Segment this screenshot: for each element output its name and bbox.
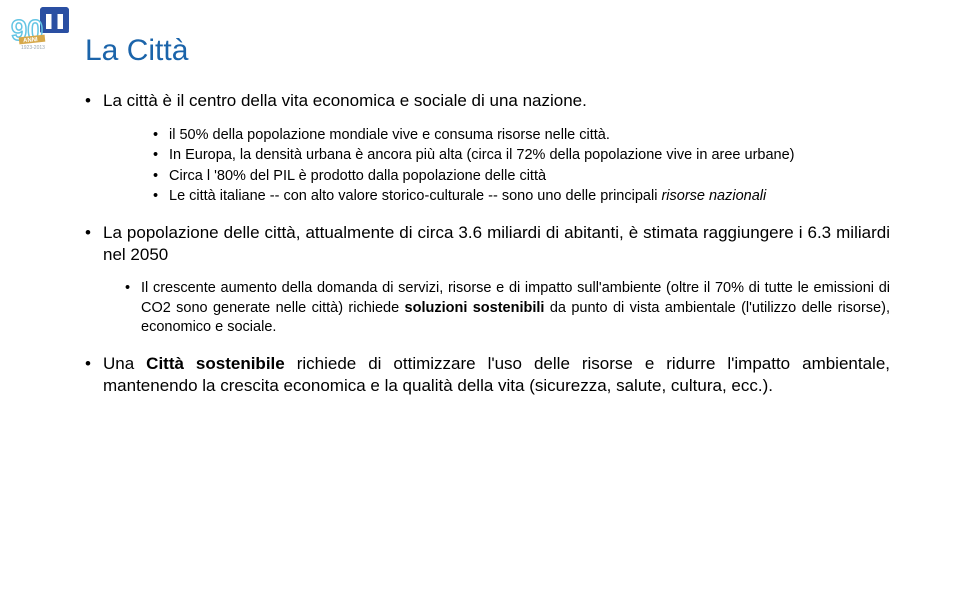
text-fragment: Le città italiane -- con alto valore sto… (169, 188, 661, 204)
bullet-l2: • In Europa, la densità urbana è ancora … (153, 146, 890, 165)
bullet-dot-icon: • (153, 146, 169, 165)
text-fragment: Una (103, 354, 146, 373)
bullet-l2: • Le città italiane -- con alto valore s… (153, 187, 890, 206)
bullet-dot-icon: • (85, 222, 103, 244)
bullet-text: La popolazione delle città, attualmente … (103, 222, 890, 266)
bullet-l2: • Circa l '80% del PIL è prodotto dalla … (153, 167, 890, 186)
slide-title: La Città (85, 34, 890, 68)
logo-years-text: 1923-2013 (21, 45, 45, 51)
bullet-text: il 50% della popolazione mondiale vive e… (169, 126, 890, 145)
bullet-l1: • La città è il centro della vita econom… (85, 90, 890, 112)
bullet-dot-icon: • (153, 167, 169, 186)
bullet-text: Circa l '80% del PIL è prodotto dalla po… (169, 167, 890, 186)
text-italic: risorse nazionali (661, 188, 766, 204)
bullet-text: Le città italiane -- con alto valore sto… (169, 187, 890, 206)
bullet-children: • Il crescente aumento della domanda di … (85, 279, 890, 336)
bullet-text: Il crescente aumento della domanda di se… (141, 279, 890, 336)
bullet-l1: • Una Città sostenibile richiede di otti… (85, 353, 890, 397)
bullet-text: Una Città sostenibile richiede di ottimi… (103, 353, 890, 397)
text-bold: Città sostenibile (146, 354, 285, 373)
bullet-dot-icon: • (153, 187, 169, 206)
bullet-l2: • Il crescente aumento della domanda di … (125, 279, 890, 336)
bullet-text: In Europa, la densità urbana è ancora pi… (169, 146, 890, 165)
bullet-dot-icon: • (85, 353, 103, 375)
cnr-90-anni-logo: 90 ANNI 1923-2013 (8, 4, 96, 52)
bullet-l2: • il 50% della popolazione mondiale vive… (153, 126, 890, 145)
bullet-dot-icon: • (85, 90, 103, 112)
slide: 90 ANNI 1923-2013 La Città • La città è … (0, 0, 960, 600)
bullet-text: La città è il centro della vita economic… (103, 90, 890, 112)
bullet-dot-icon: • (125, 279, 141, 298)
text-bold: soluzioni sostenibili (405, 300, 545, 316)
bullet-children: • il 50% della popolazione mondiale vive… (85, 126, 890, 206)
bullet-l1: • La popolazione delle città, attualment… (85, 222, 890, 266)
bullet-dot-icon: • (153, 126, 169, 145)
